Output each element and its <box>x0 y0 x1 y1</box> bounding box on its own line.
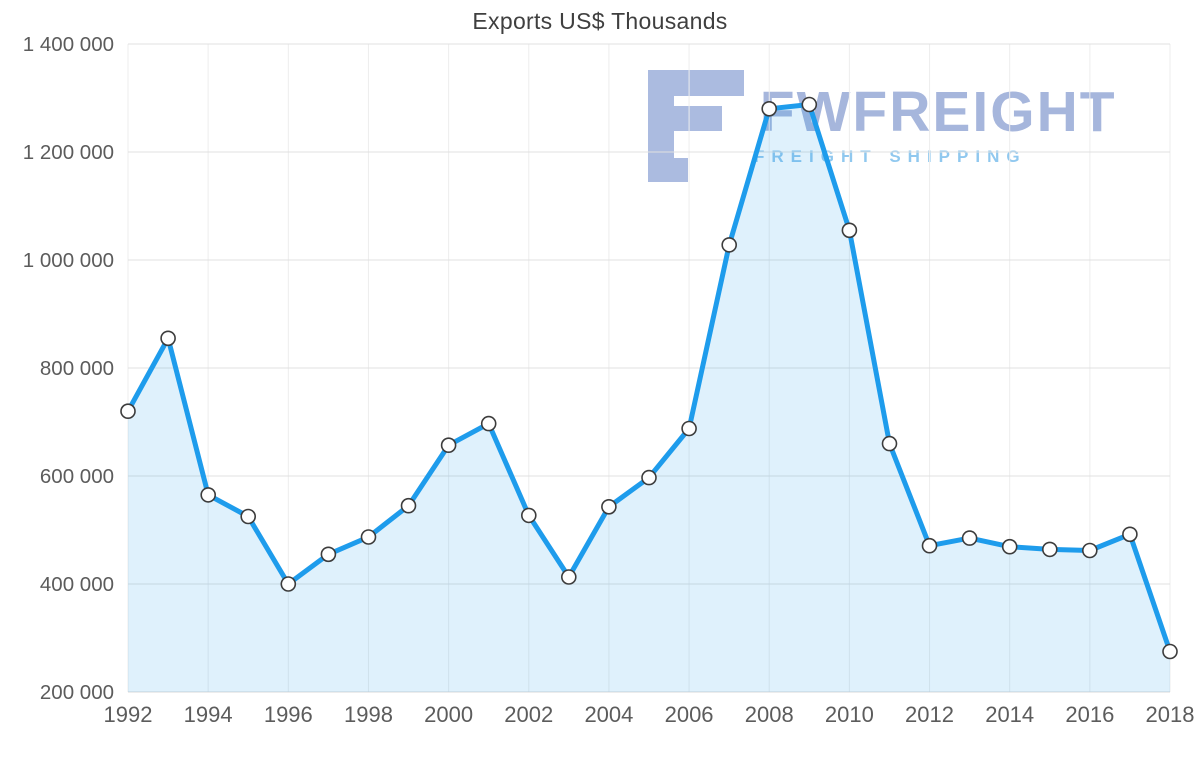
x-axis-label: 2008 <box>745 702 794 727</box>
y-axis-label: 800 000 <box>40 357 114 380</box>
data-point[interactable] <box>320 546 337 563</box>
x-axis-label: 1992 <box>104 702 153 727</box>
y-axis-label: 1 200 000 <box>23 141 114 164</box>
x-axis-label: 2012 <box>905 702 954 727</box>
data-point[interactable] <box>761 101 778 117</box>
y-axis-label: 600 000 <box>40 465 114 488</box>
data-point[interactable] <box>280 576 297 592</box>
x-axis-label: 2016 <box>1065 702 1114 727</box>
data-point[interactable] <box>1122 526 1138 543</box>
y-axis-label: 400 000 <box>40 573 114 596</box>
x-axis-label: 2004 <box>584 702 633 727</box>
x-axis-label: 1998 <box>344 702 393 727</box>
data-point[interactable] <box>961 530 978 546</box>
data-point[interactable] <box>160 330 176 347</box>
y-axis-label: 200 000 <box>40 681 114 704</box>
x-axis-label: 2000 <box>424 702 473 727</box>
x-axis-label: 1994 <box>184 702 233 727</box>
data-point[interactable] <box>801 96 818 113</box>
y-axis-label: 1 400 000 <box>23 33 114 56</box>
data-point[interactable] <box>601 498 617 515</box>
data-point[interactable] <box>1042 541 1058 558</box>
data-point[interactable] <box>881 435 898 452</box>
x-axis-label: 2018 <box>1146 702 1195 727</box>
x-axis-label: 2010 <box>825 702 874 727</box>
data-point[interactable] <box>921 537 938 554</box>
chart-title: Exports US$ Thousands <box>472 8 728 34</box>
data-point[interactable] <box>641 469 657 486</box>
data-point[interactable] <box>841 222 858 239</box>
data-point[interactable] <box>520 507 537 524</box>
data-point[interactable] <box>400 497 417 514</box>
data-point[interactable] <box>1162 643 1178 660</box>
data-point[interactable] <box>120 403 136 420</box>
brand-logo-icon <box>648 70 744 182</box>
data-point[interactable] <box>440 437 457 454</box>
x-axis-label: 2014 <box>985 702 1034 727</box>
area-fill <box>128 104 1170 692</box>
data-point[interactable] <box>681 420 697 437</box>
data-point[interactable] <box>1082 542 1098 559</box>
data-point[interactable] <box>1001 538 1018 555</box>
x-axis-label: 1996 <box>264 702 313 727</box>
x-axis-label: 2006 <box>665 702 714 727</box>
data-point[interactable] <box>480 415 497 432</box>
data-point[interactable] <box>560 569 577 585</box>
data-point[interactable] <box>240 508 256 525</box>
y-axis-label: 1 000 000 <box>23 249 114 272</box>
data-point[interactable] <box>200 487 216 503</box>
data-point[interactable] <box>721 237 738 253</box>
x-axis-label: 2002 <box>504 702 553 727</box>
data-point[interactable] <box>360 529 377 545</box>
